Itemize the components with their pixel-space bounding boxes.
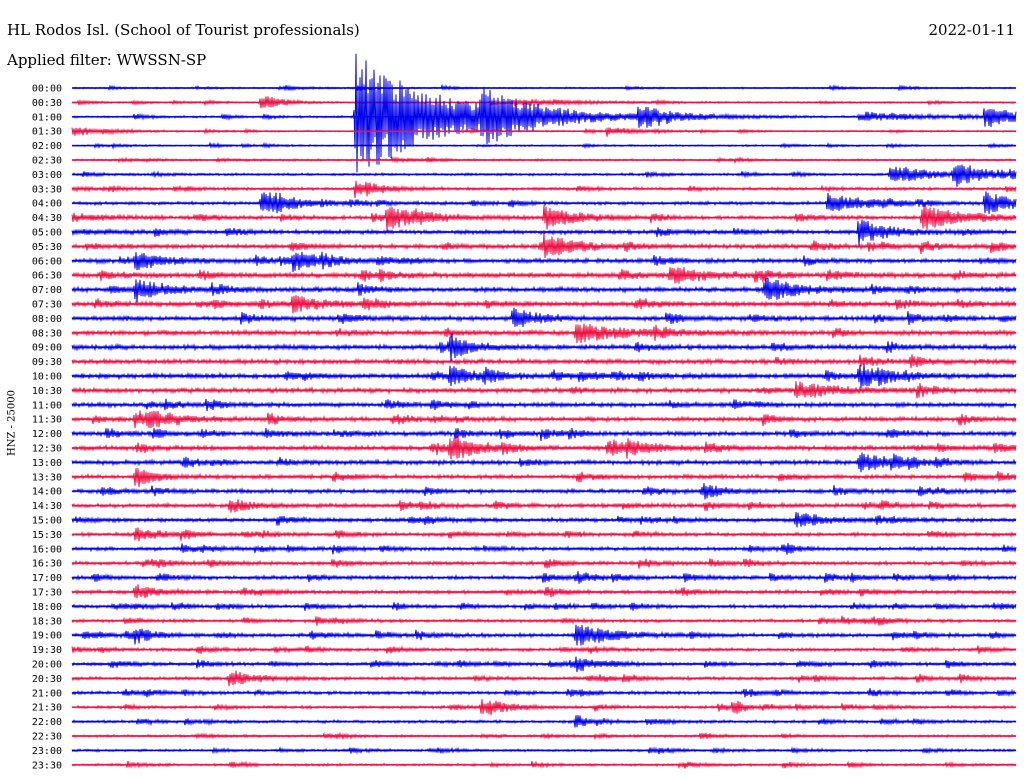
time-label: 11:30 <box>32 415 62 426</box>
time-label: 17:00 <box>32 573 62 584</box>
time-label: 22:30 <box>32 732 62 743</box>
seismogram-trace <box>71 219 1017 246</box>
time-label: 21:30 <box>32 703 62 714</box>
time-label: 18:30 <box>32 616 62 627</box>
seismogram-trace <box>71 164 1017 187</box>
time-label: 19:00 <box>32 631 62 642</box>
time-label: 16:30 <box>32 559 62 570</box>
time-label: 09:00 <box>32 343 62 354</box>
time-label: 20:00 <box>32 660 62 671</box>
time-label: 20:30 <box>32 674 62 685</box>
seismogram-trace <box>71 428 1017 441</box>
date-label: 2022-01-11 <box>928 21 1015 39</box>
seismogram-trace <box>71 251 1017 273</box>
time-label: 07:00 <box>32 285 62 296</box>
time-label: 19:30 <box>32 645 62 656</box>
seismogram-trace <box>71 127 1017 137</box>
time-label: 04:30 <box>32 213 62 224</box>
time-label: 23:30 <box>32 760 62 771</box>
seismogram-trace <box>71 699 1017 716</box>
time-label: 01:30 <box>32 127 62 138</box>
station-title: HL Rodos Isl. (School of Tourist profess… <box>7 21 360 39</box>
time-label: 06:30 <box>32 271 62 282</box>
seismogram-trace <box>71 307 1017 327</box>
seismogram-trace <box>71 381 1017 399</box>
time-label: 03:00 <box>32 170 62 181</box>
filter-label: Applied filter: WWSSN-SP <box>7 51 207 69</box>
time-label: 12:00 <box>32 429 62 440</box>
time-label: 01:00 <box>32 112 62 123</box>
time-label: 02:30 <box>32 156 62 167</box>
time-label: 05:30 <box>32 242 62 253</box>
time-label: 18:00 <box>32 602 62 613</box>
time-label: 09:30 <box>32 357 62 368</box>
time-label: 02:00 <box>32 141 62 152</box>
time-label: 10:00 <box>32 372 62 383</box>
time-label: 21:00 <box>32 688 62 699</box>
time-label: 16:00 <box>32 544 62 555</box>
time-label: 10:30 <box>32 386 62 397</box>
time-label: 11:00 <box>32 400 62 411</box>
seismogram-trace <box>71 53 1017 173</box>
time-label: 15:00 <box>32 516 62 527</box>
time-label: 00:30 <box>32 98 62 109</box>
seismogram-trace <box>71 232 1017 258</box>
time-label: 00:00 <box>32 84 62 95</box>
time-label: 13:00 <box>32 458 62 469</box>
time-label: 08:00 <box>32 314 62 325</box>
time-label: 08:30 <box>32 328 62 339</box>
time-label: 03:30 <box>32 184 62 195</box>
time-label: 05:00 <box>32 228 62 239</box>
seismogram-trace <box>71 468 1017 488</box>
time-label: 13:30 <box>32 472 62 483</box>
time-label: 07:30 <box>32 300 62 311</box>
time-label: 23:00 <box>32 746 62 757</box>
time-label: 14:30 <box>32 501 62 512</box>
time-label: 17:30 <box>32 588 62 599</box>
time-label: 22:00 <box>32 717 62 728</box>
time-label: 15:30 <box>32 530 62 541</box>
time-label: 12:30 <box>32 444 62 455</box>
time-label: 14:00 <box>32 487 62 498</box>
seismogram-trace <box>71 584 1017 599</box>
time-label: 04:00 <box>32 199 62 210</box>
time-label: 06:00 <box>32 256 62 267</box>
